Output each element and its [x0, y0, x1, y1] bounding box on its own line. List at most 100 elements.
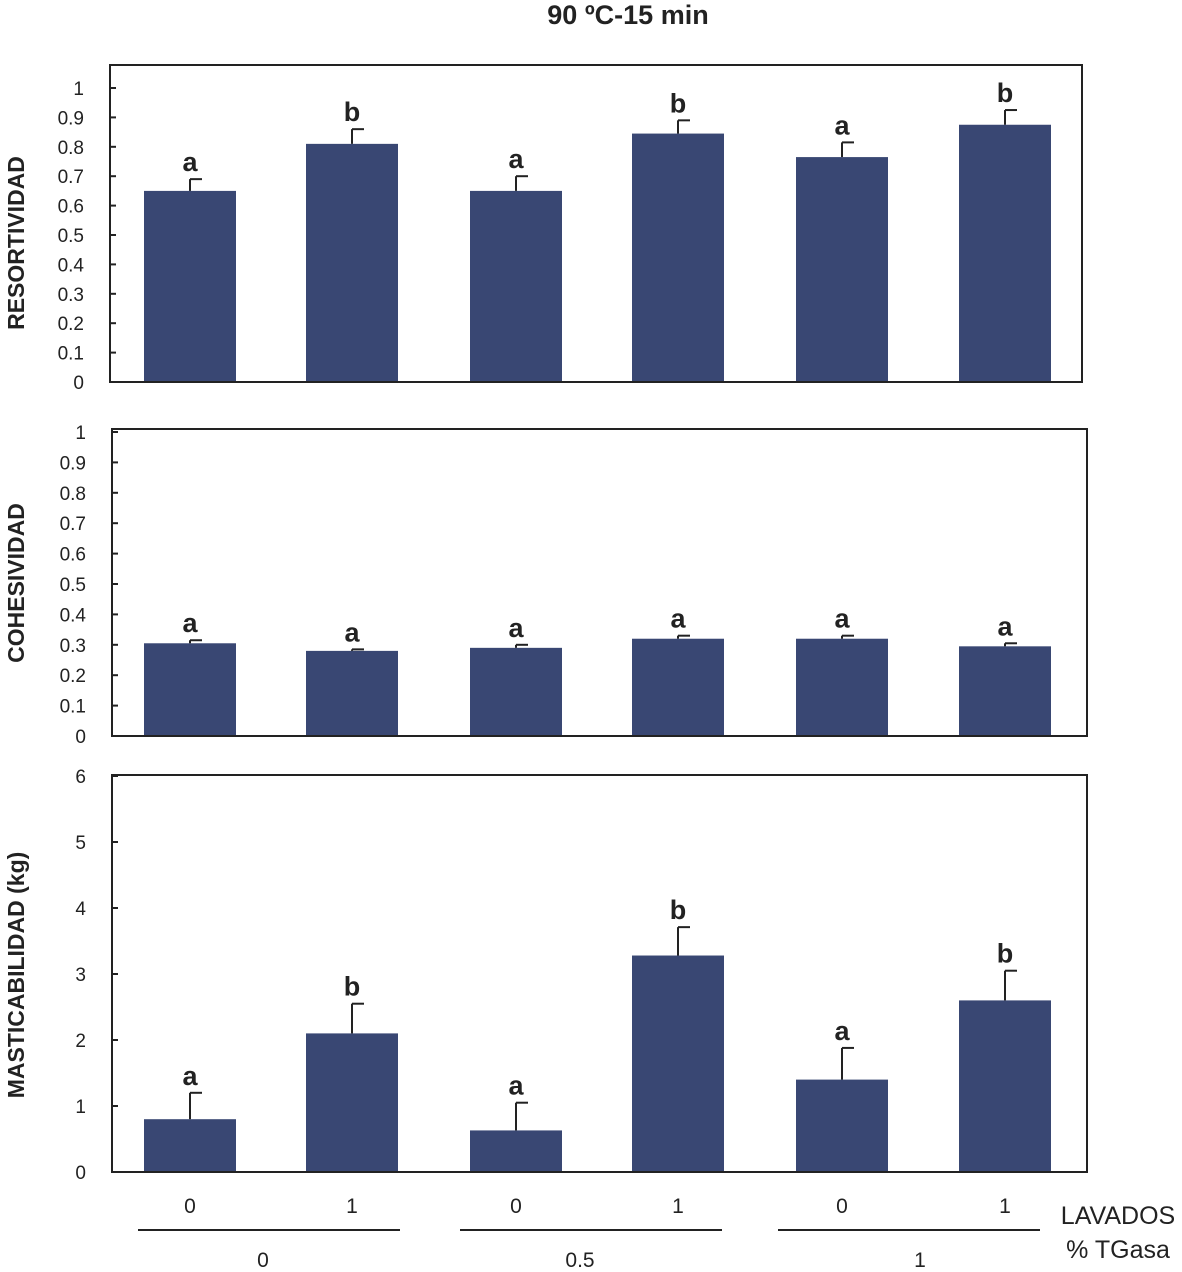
- bar: [632, 133, 724, 382]
- lavados-axis-label: LAVADOS: [1061, 1202, 1175, 1230]
- plot-frame: [111, 428, 1088, 737]
- y-tick-label: 0: [73, 373, 84, 394]
- y-tick-label: 0.4: [58, 255, 85, 276]
- significance-letter: a: [182, 608, 198, 638]
- y-tick-label: 1: [73, 79, 84, 100]
- bar: [796, 157, 888, 382]
- y-axis-label: COHESIVIDAD: [3, 503, 29, 663]
- significance-letter: a: [508, 144, 524, 174]
- error-bar: [189, 1091, 202, 1120]
- error-bar: [351, 1002, 364, 1034]
- y-tick-label: 6: [75, 767, 86, 788]
- significance-letter: b: [344, 97, 361, 127]
- tgasa-axis-label: % TGasa: [1066, 1236, 1170, 1264]
- significance-letter: a: [834, 110, 850, 140]
- error-bar: [1004, 969, 1017, 1001]
- y-tick-label: 0.9: [60, 453, 86, 474]
- error-bar: [189, 639, 202, 644]
- panel-resortividad: RESORTIVIDAD a b a b a b 0 0.1 0.2 0.3 0.4 0.5 0.6 0.7…: [3, 64, 1083, 394]
- tgasa-group-label: 0.5: [565, 1249, 594, 1272]
- significance-letter: a: [997, 611, 1013, 641]
- bar: [959, 124, 1051, 382]
- y-tick-label: 1: [75, 1097, 86, 1118]
- lavados-tick-label: 1: [346, 1195, 358, 1218]
- lavados-tick-labels: 0 1 0 1 0 1: [184, 1195, 1011, 1218]
- bar: [306, 1033, 398, 1172]
- error-bar: [351, 128, 364, 144]
- significance-letter: a: [508, 1071, 524, 1101]
- y-tick-label: 1: [75, 423, 86, 444]
- panel-cohesividad: COHESIVIDAD a a a a a a 0 0.1 0.2 0.3 0.4 0.5 0.6 0.7 0…: [3, 423, 1088, 748]
- panel-masticabilidad: MASTICABILIDAD (kg) a b a b a b 0 1 2 3 4 5 6: [3, 767, 1088, 1184]
- error-bar: [189, 178, 202, 191]
- bar: [959, 1000, 1051, 1172]
- bar: [144, 643, 236, 736]
- y-tick-label: 0.5: [58, 226, 84, 247]
- error-bar: [841, 1046, 854, 1080]
- significance-letter: b: [997, 78, 1014, 108]
- y-tick-label: 5: [75, 833, 86, 854]
- y-tick-label: 0.2: [60, 666, 86, 687]
- y-tick-label: 0.9: [58, 108, 84, 129]
- lavados-tick-label: 0: [184, 1195, 196, 1218]
- y-tick-label: 0.1: [60, 697, 86, 718]
- y-tick-label: 0.7: [58, 167, 84, 188]
- y-axis-label: RESORTIVIDAD: [3, 156, 29, 330]
- significance-letter: a: [182, 1061, 198, 1091]
- bar: [144, 190, 236, 382]
- significance-letter: b: [670, 895, 687, 925]
- bar: [306, 143, 398, 382]
- lavados-tick-label: 0: [836, 1195, 848, 1218]
- bar: [470, 1130, 562, 1172]
- error-bar: [677, 634, 690, 639]
- bar: [306, 650, 398, 736]
- y-tick-label: 0.3: [60, 636, 86, 657]
- error-bar: [515, 643, 528, 648]
- error-bar: [677, 119, 690, 134]
- significance-letter: b: [344, 972, 361, 1002]
- y-tick-label: 4: [75, 899, 86, 920]
- bar: [470, 647, 562, 736]
- y-tick-label: 0.5: [60, 575, 86, 596]
- lavados-tick-label: 1: [999, 1195, 1011, 1218]
- significance-letter: b: [997, 939, 1014, 969]
- plot-frame: [111, 774, 1088, 1173]
- error-bar: [515, 1101, 528, 1131]
- significance-letter: a: [344, 617, 360, 647]
- significance-letter: a: [182, 147, 198, 177]
- tgasa-group-label: 1: [914, 1249, 926, 1272]
- bar: [470, 190, 562, 382]
- bar: [796, 1079, 888, 1172]
- error-bar: [677, 926, 690, 956]
- y-tick-label: 0: [75, 727, 86, 748]
- lavados-tick-label: 0: [510, 1195, 522, 1218]
- y-tick-label: 0.8: [58, 138, 84, 159]
- significance-letter: b: [670, 88, 687, 118]
- bar: [959, 646, 1051, 736]
- y-tick-label: 0.6: [58, 197, 84, 218]
- significance-letter: a: [834, 1016, 850, 1046]
- plot-frame: [109, 64, 1083, 383]
- y-tick-label: 0.6: [60, 545, 86, 566]
- bar: [144, 1119, 236, 1172]
- tgasa-group-label: 0: [257, 1249, 269, 1272]
- y-tick-label: 3: [75, 965, 86, 986]
- y-tick-label: 0.2: [58, 314, 84, 335]
- y-axis-label: MASTICABILIDAD (kg): [3, 852, 29, 1099]
- y-tick-label: 0.1: [58, 344, 84, 365]
- error-bar: [1004, 642, 1017, 647]
- lavados-tick-label: 1: [672, 1195, 684, 1218]
- y-tick-label: 0.3: [58, 285, 84, 306]
- significance-letter: a: [834, 604, 850, 634]
- figure-title: 90 ºC-15 min: [547, 0, 708, 30]
- error-bar: [351, 648, 364, 651]
- tgasa-group-labels: 0 0.5 1: [257, 1249, 926, 1272]
- y-tick-label: 0.8: [60, 484, 86, 505]
- error-bar: [515, 175, 528, 191]
- y-tick-label: 0.7: [60, 514, 86, 535]
- y-tick-label: 0: [75, 1163, 86, 1184]
- bar: [632, 638, 724, 736]
- error-bar: [1004, 109, 1017, 125]
